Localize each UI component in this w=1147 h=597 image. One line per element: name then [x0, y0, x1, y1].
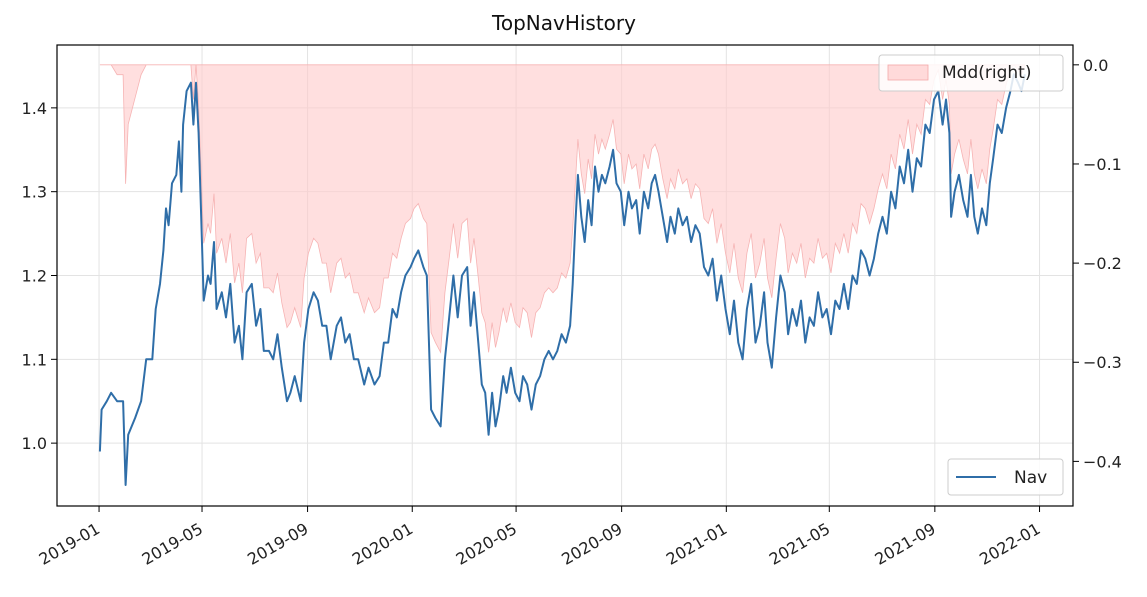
y-left-tick-label: 1.0	[22, 434, 47, 453]
y-right-tick-label: −0.3	[1083, 353, 1122, 372]
y-right-tick-label: −0.1	[1083, 155, 1122, 174]
legend-mdd-label: Mdd(right)	[942, 63, 1031, 83]
legend-mdd-swatch	[887, 64, 929, 81]
legend-mdd-box	[878, 54, 1064, 92]
y-right-tick-label: −0.2	[1083, 254, 1122, 273]
legend-mdd: Mdd(right)	[878, 54, 1064, 92]
mdd-area	[99, 64, 1026, 354]
y-left-tick-label: 1.4	[22, 99, 47, 118]
y-right-tick-label: −0.4	[1083, 452, 1122, 471]
chart-title: TopNavHistory	[491, 11, 636, 35]
legend-nav-label: Nav	[1014, 468, 1047, 488]
legend-nav-box	[947, 458, 1064, 496]
y-left-tick-label: 1.3	[22, 183, 47, 202]
y-left-tick-label: 1.1	[22, 350, 47, 369]
mdd-area-layer	[99, 64, 1026, 354]
y-right-tick-label: 0.0	[1083, 56, 1108, 75]
legend-nav: Nav	[947, 458, 1064, 496]
nav-line	[98, 73, 1026, 486]
nav-line-layer	[98, 73, 1026, 486]
y-left-tick-label: 1.2	[22, 267, 47, 286]
